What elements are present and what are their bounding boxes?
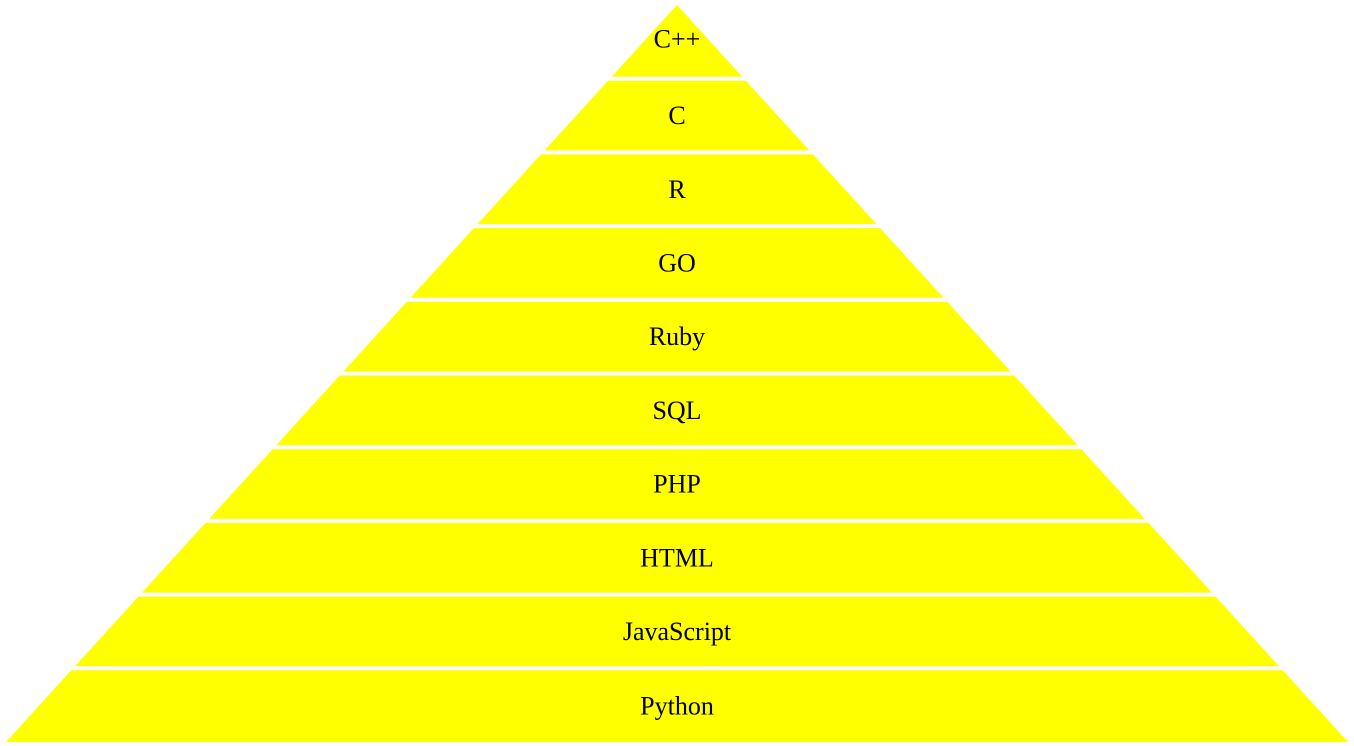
pyramid-level-label: JavaScript xyxy=(623,617,732,646)
pyramid-level-1 xyxy=(611,5,743,77)
pyramid-level-5 xyxy=(343,301,1011,372)
pyramid-level-7 xyxy=(209,449,1145,519)
pyramid-level-label: GO xyxy=(658,248,696,277)
pyramid-level-label: R xyxy=(668,175,686,204)
pyramid-level-label: C xyxy=(668,101,685,130)
pyramid-level-label: Ruby xyxy=(649,322,705,351)
pyramid-level-2 xyxy=(544,80,810,151)
pyramid-level-label: PHP xyxy=(653,470,701,499)
pyramid-level-label: SQL xyxy=(652,396,701,425)
pyramid-level-label: Python xyxy=(640,692,714,721)
pyramid-level-9 xyxy=(74,596,1280,667)
pyramid-level-4 xyxy=(410,228,944,298)
pyramid-level-3 xyxy=(477,154,877,225)
pyramid-level-6 xyxy=(276,375,1078,446)
pyramid-level-label: C++ xyxy=(654,25,701,54)
pyramid-level-label: HTML xyxy=(640,543,714,572)
pyramid-level-10 xyxy=(6,670,1348,742)
pyramid-level-8 xyxy=(142,522,1212,593)
